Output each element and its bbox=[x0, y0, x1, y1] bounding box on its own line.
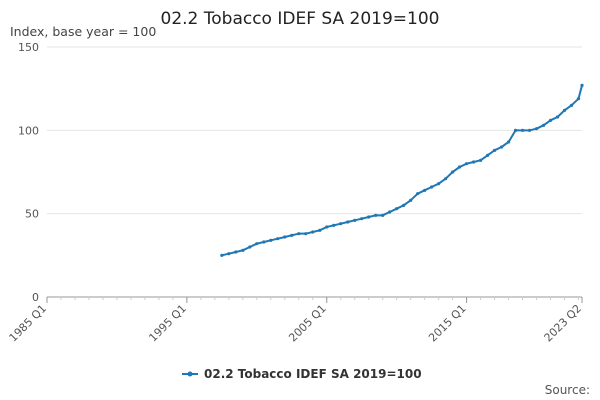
y-axis-ticks: 0 50 100 150 bbox=[18, 41, 39, 304]
data-point bbox=[562, 108, 567, 112]
legend-label: 02.2 Tobacco IDEF SA 2019=100 bbox=[204, 367, 422, 381]
data-point bbox=[437, 182, 441, 186]
data-point bbox=[430, 185, 434, 189]
data-point bbox=[262, 240, 266, 244]
data-point bbox=[311, 230, 315, 234]
data-point bbox=[451, 170, 455, 174]
data-point bbox=[367, 215, 371, 219]
data-point bbox=[569, 103, 574, 107]
data-point bbox=[269, 238, 273, 242]
data-point bbox=[548, 118, 553, 122]
data-point bbox=[248, 245, 252, 249]
data-point bbox=[290, 233, 294, 237]
data-point bbox=[485, 153, 490, 157]
x-tick-label: 2005 Q1 bbox=[286, 302, 329, 345]
data-point bbox=[492, 148, 497, 152]
data-point bbox=[227, 252, 231, 256]
data-point bbox=[555, 115, 560, 119]
data-point bbox=[388, 210, 392, 214]
x-axis-ticks: 1985 Q1 1995 Q1 2005 Q1 2015 Q1 2023 Q2 bbox=[7, 302, 585, 345]
data-point bbox=[395, 207, 399, 211]
y-tick-label: 150 bbox=[18, 41, 39, 54]
data-point bbox=[325, 225, 329, 229]
y-tick-label: 100 bbox=[18, 124, 39, 137]
data-point bbox=[541, 123, 546, 127]
data-point bbox=[534, 127, 539, 131]
x-tick-label: 1995 Q1 bbox=[146, 302, 189, 345]
data-point bbox=[478, 158, 483, 162]
data-point bbox=[472, 160, 476, 164]
gridlines bbox=[46, 46, 583, 303]
data-point bbox=[423, 188, 427, 192]
data-point bbox=[255, 242, 259, 246]
legend-dot-marker bbox=[187, 371, 193, 377]
y-tick-label: 0 bbox=[32, 291, 39, 304]
source-label: Source: bbox=[545, 383, 590, 397]
data-point bbox=[297, 232, 301, 236]
data-point bbox=[444, 177, 448, 181]
data-point bbox=[458, 165, 462, 169]
data-point bbox=[360, 217, 364, 221]
data-point bbox=[339, 222, 343, 226]
data-point bbox=[276, 237, 280, 241]
data-point bbox=[402, 203, 406, 207]
data-point bbox=[318, 228, 322, 232]
data-point bbox=[527, 128, 532, 132]
data-point bbox=[520, 128, 525, 132]
data-point bbox=[304, 232, 308, 236]
data-point bbox=[220, 253, 224, 257]
data-point bbox=[241, 248, 245, 252]
data-point bbox=[381, 213, 385, 217]
series-line bbox=[220, 84, 583, 257]
data-point bbox=[465, 162, 469, 166]
data-point bbox=[234, 250, 238, 254]
series-layer bbox=[220, 83, 584, 257]
y-tick-label: 50 bbox=[25, 208, 39, 221]
data-point bbox=[506, 140, 511, 144]
x-tick-label: 2015 Q1 bbox=[426, 302, 469, 345]
data-point bbox=[283, 235, 287, 239]
data-point bbox=[576, 97, 581, 101]
data-point bbox=[416, 192, 420, 196]
data-point bbox=[374, 213, 378, 217]
data-point bbox=[346, 220, 350, 224]
x-tick-label: 1985 Q1 bbox=[7, 302, 50, 345]
x-tick-label: 2023 Q2 bbox=[542, 302, 585, 345]
data-point bbox=[580, 83, 584, 87]
data-point bbox=[513, 128, 518, 132]
data-point bbox=[499, 145, 504, 149]
data-point bbox=[332, 223, 336, 227]
chart-title: 02.2 Tobacco IDEF SA 2019=100 bbox=[161, 9, 440, 29]
data-point bbox=[409, 198, 413, 202]
legend: 02.2 Tobacco IDEF SA 2019=100 bbox=[182, 367, 422, 381]
y-axis-label: Index, base year = 100 bbox=[10, 24, 156, 39]
data-point bbox=[353, 218, 357, 222]
